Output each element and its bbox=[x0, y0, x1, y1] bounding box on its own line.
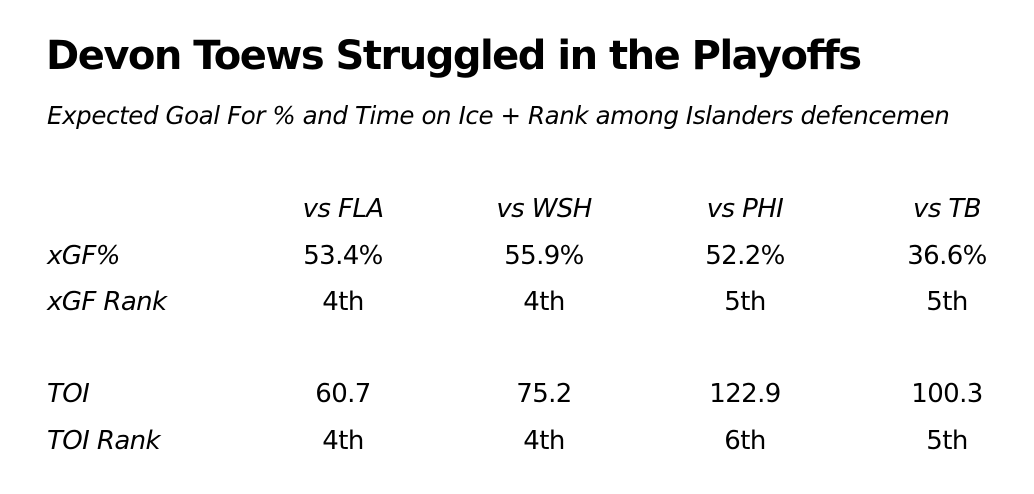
table-cell: 75.2 bbox=[516, 379, 572, 409]
column-header: vs TB bbox=[913, 194, 982, 224]
table-cell: 6th bbox=[724, 426, 766, 456]
chart-title: Devon Toews Struggled in the Playoffs bbox=[46, 33, 862, 79]
chart-subtitle: Expected Goal For % and Time on Ice + Ra… bbox=[47, 101, 950, 130]
row-label: xGF% bbox=[47, 241, 120, 271]
table-cell: 4th bbox=[322, 287, 364, 317]
column-header: vs PHI bbox=[706, 194, 784, 224]
table-cell: 36.6% bbox=[907, 241, 987, 271]
table-cell: 4th bbox=[523, 287, 565, 317]
table-cell: 5th bbox=[926, 426, 968, 456]
table-cell: 122.9 bbox=[709, 379, 781, 409]
table-cell: 55.9% bbox=[504, 241, 584, 271]
table-cell: 5th bbox=[926, 287, 968, 317]
table-cell: 4th bbox=[523, 426, 565, 456]
row-label: xGF Rank bbox=[47, 287, 167, 317]
row-label: TOI Rank bbox=[47, 426, 161, 456]
table-cell: 4th bbox=[322, 426, 364, 456]
table-cell: 53.4% bbox=[303, 241, 383, 271]
column-header: vs FLA bbox=[302, 194, 384, 224]
row-label: TOI bbox=[47, 379, 90, 409]
table-cell: 60.7 bbox=[315, 379, 371, 409]
table-cell: 100.3 bbox=[911, 379, 983, 409]
column-header: vs WSH bbox=[496, 194, 592, 224]
table-cell: 5th bbox=[724, 287, 766, 317]
table-cell: 52.2% bbox=[705, 241, 785, 271]
